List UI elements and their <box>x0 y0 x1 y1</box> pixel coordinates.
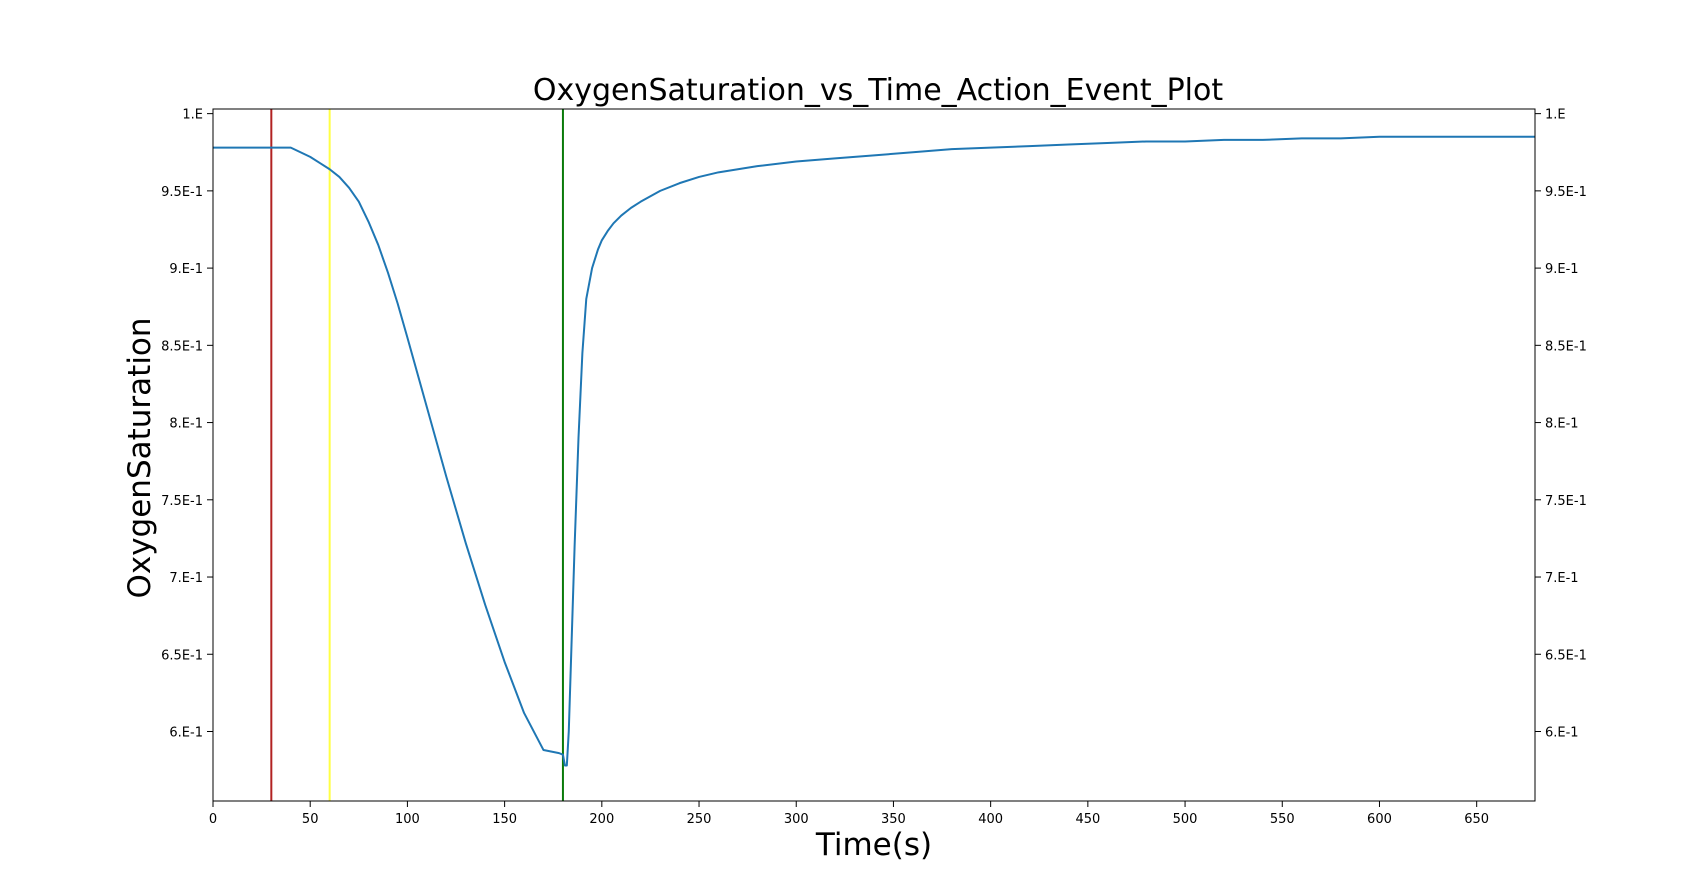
y-tick-label-left: 8.5E-1 <box>161 339 203 354</box>
y-tick-label-right: 8.5E-1 <box>1545 339 1587 354</box>
y-ticks-right: 6.E-1 6.5E-1 7.E-1 7.5E-1 8.E-1 8.5E-1 9.E-1 9.… <box>1535 108 1587 740</box>
x-tick-label: 150 <box>492 812 517 827</box>
y-tick-label-right: 6.E-1 <box>1545 725 1579 740</box>
x-ticks: 0 50 100 150 200 250 300 350 400 450 500 550 600 650 <box>209 801 1489 827</box>
y-tick-label-left: 7.E-1 <box>169 571 203 586</box>
series-layer <box>213 135 1535 767</box>
x-tick-label: 350 <box>881 812 906 827</box>
y-tick-label-right: 6.5E-1 <box>1545 648 1587 663</box>
x-tick-label: 200 <box>589 812 614 827</box>
x-tick-label: 100 <box>395 812 420 827</box>
x-tick-label: 450 <box>1075 812 1100 827</box>
x-tick-label: 250 <box>687 812 712 827</box>
plot-frame <box>212 108 1536 802</box>
y-tick-label-left: 9.5E-1 <box>161 185 203 200</box>
y-tick-label-right: 7.5E-1 <box>1545 494 1587 509</box>
y-tick-label-right: 1.E <box>1545 108 1566 123</box>
y-tick-label-left: 8.E-1 <box>169 417 203 432</box>
x-tick-label: 600 <box>1367 812 1392 827</box>
x-tick-label: 550 <box>1270 812 1295 827</box>
y-tick-label-right: 7.E-1 <box>1545 571 1579 586</box>
y-axis-label: OxygenSaturation <box>122 317 158 598</box>
event-lines <box>270 109 564 801</box>
y-tick-label-left: 9.E-1 <box>169 262 203 277</box>
y-tick-label-left: 7.5E-1 <box>161 494 203 509</box>
y-tick-label-left: 1.E <box>182 108 203 123</box>
y-tick-label-right: 9.5E-1 <box>1545 185 1587 200</box>
x-tick-label: 0 <box>209 812 217 827</box>
y-ticks-left: 6.E-1 6.5E-1 7.E-1 7.5E-1 8.E-1 8.5E-1 9.E-1 9.… <box>161 108 213 740</box>
y-tick-label-right: 9.E-1 <box>1545 262 1579 277</box>
x-tick-label: 400 <box>978 812 1003 827</box>
x-tick-label: 650 <box>1464 812 1489 827</box>
chart-title: OxygenSaturation_vs_Time_Action_Event_Pl… <box>533 73 1224 108</box>
series-line-1 <box>213 135 1535 767</box>
x-tick-label: 300 <box>784 812 809 827</box>
x-tick-label: 500 <box>1173 812 1198 827</box>
x-axis-label: Time(s) <box>815 827 932 863</box>
y-tick-label-left: 6.E-1 <box>169 725 203 740</box>
y-tick-label-left: 6.5E-1 <box>161 648 203 663</box>
y-tick-label-right: 8.E-1 <box>1545 417 1579 432</box>
x-tick-label: 50 <box>302 812 319 827</box>
